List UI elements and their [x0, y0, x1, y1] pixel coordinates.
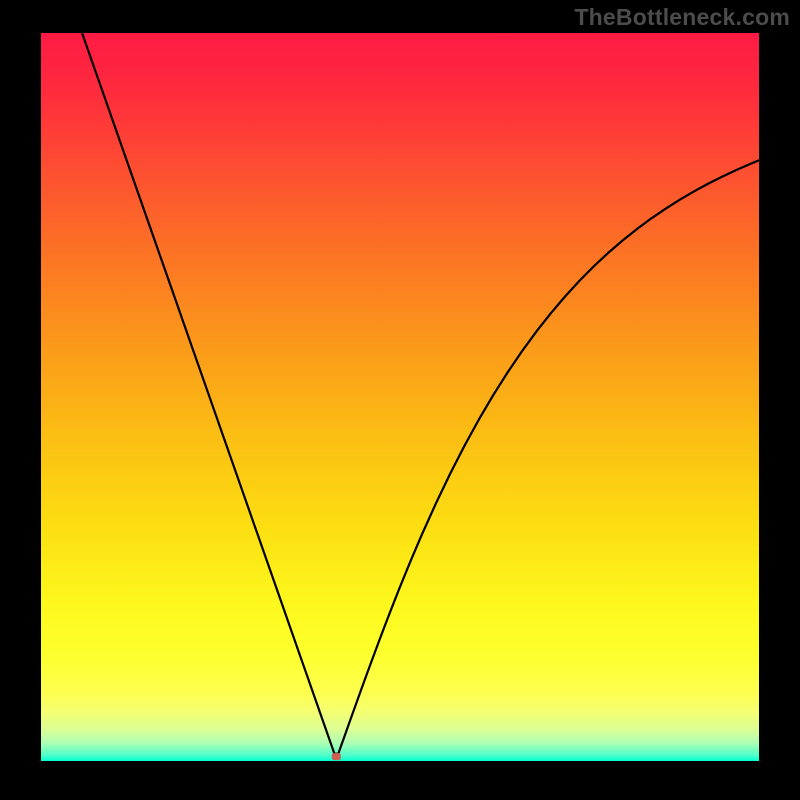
watermark-text: TheBottleneck.com — [574, 4, 790, 31]
plot-area — [41, 33, 759, 761]
plot-background — [41, 33, 759, 761]
chart-svg — [0, 0, 800, 800]
chart-stage: TheBottleneck.com — [0, 0, 800, 800]
optimum-marker — [332, 753, 341, 760]
